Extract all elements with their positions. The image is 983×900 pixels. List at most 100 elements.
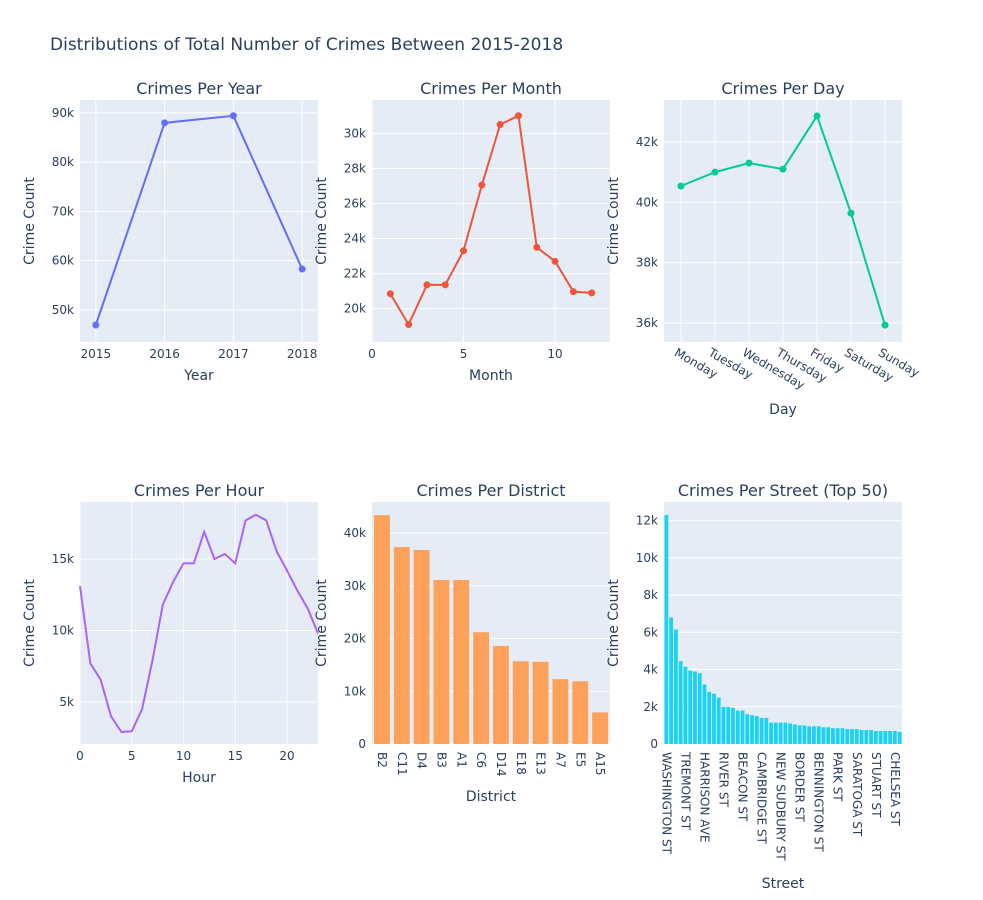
y-tick-label: 2k bbox=[643, 700, 658, 714]
marker bbox=[386, 290, 394, 298]
x-tick-label: C11 bbox=[395, 752, 409, 776]
marker bbox=[514, 112, 522, 120]
bar bbox=[693, 671, 697, 744]
y-tick-label: 10k bbox=[344, 684, 366, 698]
bar bbox=[373, 515, 390, 744]
bar bbox=[669, 617, 674, 744]
bar bbox=[673, 629, 678, 744]
marker bbox=[745, 159, 753, 167]
bar bbox=[572, 681, 589, 744]
bar bbox=[726, 706, 731, 744]
bar bbox=[750, 715, 754, 744]
bar bbox=[897, 731, 902, 744]
x-tick-label: CAMBRIDGE ST bbox=[755, 752, 769, 845]
bar bbox=[592, 712, 609, 744]
bar bbox=[812, 726, 816, 744]
y-tick-label: 5k bbox=[59, 695, 74, 709]
line bbox=[94, 114, 304, 326]
y-tick-label: 60k bbox=[52, 254, 74, 268]
y-tick-label: 12k bbox=[636, 514, 658, 528]
bar bbox=[835, 728, 840, 744]
x-tick-label: BEACON ST bbox=[736, 752, 750, 822]
marker bbox=[478, 181, 486, 189]
plot-background bbox=[80, 502, 318, 744]
bar bbox=[393, 547, 410, 744]
subplot-title: Crimes Per Year bbox=[136, 79, 262, 98]
marker bbox=[533, 243, 541, 251]
y-tick-label: 42k bbox=[636, 135, 658, 149]
x-tick-label: E18 bbox=[514, 752, 528, 775]
bar bbox=[721, 706, 726, 744]
y-tick-label: 28k bbox=[344, 161, 366, 175]
x-tick-label: PARK ST bbox=[831, 752, 845, 802]
y-tick-label: 70k bbox=[52, 204, 74, 218]
x-tick-label: 0 bbox=[76, 749, 84, 763]
x-tick-label: TREMONT ST bbox=[678, 751, 692, 831]
bar bbox=[783, 722, 788, 744]
y-tick-label: 26k bbox=[344, 196, 366, 210]
bar bbox=[845, 729, 850, 744]
x-axis-title: District bbox=[466, 789, 517, 805]
bar bbox=[807, 726, 812, 744]
bar bbox=[735, 710, 740, 744]
y-tick-label: 24k bbox=[344, 232, 366, 246]
x-tick-label: A7 bbox=[553, 752, 567, 768]
bar bbox=[873, 730, 878, 744]
y-tick-label: 10k bbox=[52, 624, 74, 638]
y-tick-label: 80k bbox=[52, 155, 74, 169]
y-tick-label: 15k bbox=[52, 552, 74, 566]
subplot-title: Crimes Per Month bbox=[420, 79, 562, 98]
bar bbox=[532, 661, 549, 744]
plot-background bbox=[80, 100, 318, 342]
x-tick-label: 2017 bbox=[218, 347, 249, 361]
x-axis-title: Year bbox=[183, 368, 214, 384]
bar bbox=[826, 727, 831, 744]
x-tick-label: 5 bbox=[460, 347, 468, 361]
marker bbox=[161, 119, 169, 127]
bar bbox=[697, 673, 702, 744]
y-tick-label: 0 bbox=[650, 737, 658, 751]
x-tick-label: D4 bbox=[415, 752, 429, 769]
plot-background bbox=[372, 100, 610, 342]
y-axis-title: Crime Count bbox=[606, 579, 622, 667]
x-tick-label: CHELSEA ST bbox=[888, 752, 902, 827]
bar bbox=[792, 724, 797, 744]
x-tick-label: SARATOGA ST bbox=[850, 752, 864, 837]
bar bbox=[840, 728, 845, 744]
y-tick-label: 40k bbox=[636, 195, 658, 209]
marker bbox=[779, 165, 787, 173]
y-tick-label: 4k bbox=[643, 663, 658, 677]
bar bbox=[678, 661, 683, 744]
bar bbox=[473, 632, 490, 744]
bar bbox=[773, 722, 778, 744]
marker bbox=[298, 265, 306, 273]
bar bbox=[797, 725, 802, 744]
y-tick-label: 20k bbox=[344, 632, 366, 646]
x-tick-label: RIVER ST bbox=[717, 752, 731, 807]
y-axis-title: Crime Count bbox=[22, 579, 38, 667]
marker bbox=[813, 112, 821, 120]
x-tick-label: B2 bbox=[375, 752, 389, 768]
bar bbox=[821, 727, 826, 744]
marker bbox=[92, 321, 100, 329]
x-tick-label: 0 bbox=[368, 347, 376, 361]
bar bbox=[453, 580, 470, 744]
x-tick-label: A1 bbox=[454, 752, 468, 768]
y-tick-label: 10k bbox=[636, 551, 658, 565]
marker bbox=[405, 320, 413, 328]
bar bbox=[664, 515, 669, 744]
x-axis-title: Street bbox=[762, 876, 805, 892]
bar bbox=[433, 580, 450, 744]
x-axis-title: Month bbox=[469, 368, 513, 384]
bar bbox=[688, 670, 693, 744]
x-tick-label: 10 bbox=[547, 347, 562, 361]
x-tick-label: HARRISON AVE bbox=[697, 752, 711, 843]
marker bbox=[847, 209, 855, 217]
y-tick-label: 0 bbox=[358, 737, 366, 751]
bar bbox=[769, 722, 774, 744]
bar bbox=[759, 717, 764, 744]
x-tick-label: C6 bbox=[474, 752, 488, 768]
bar bbox=[712, 693, 716, 744]
marker bbox=[588, 289, 596, 297]
